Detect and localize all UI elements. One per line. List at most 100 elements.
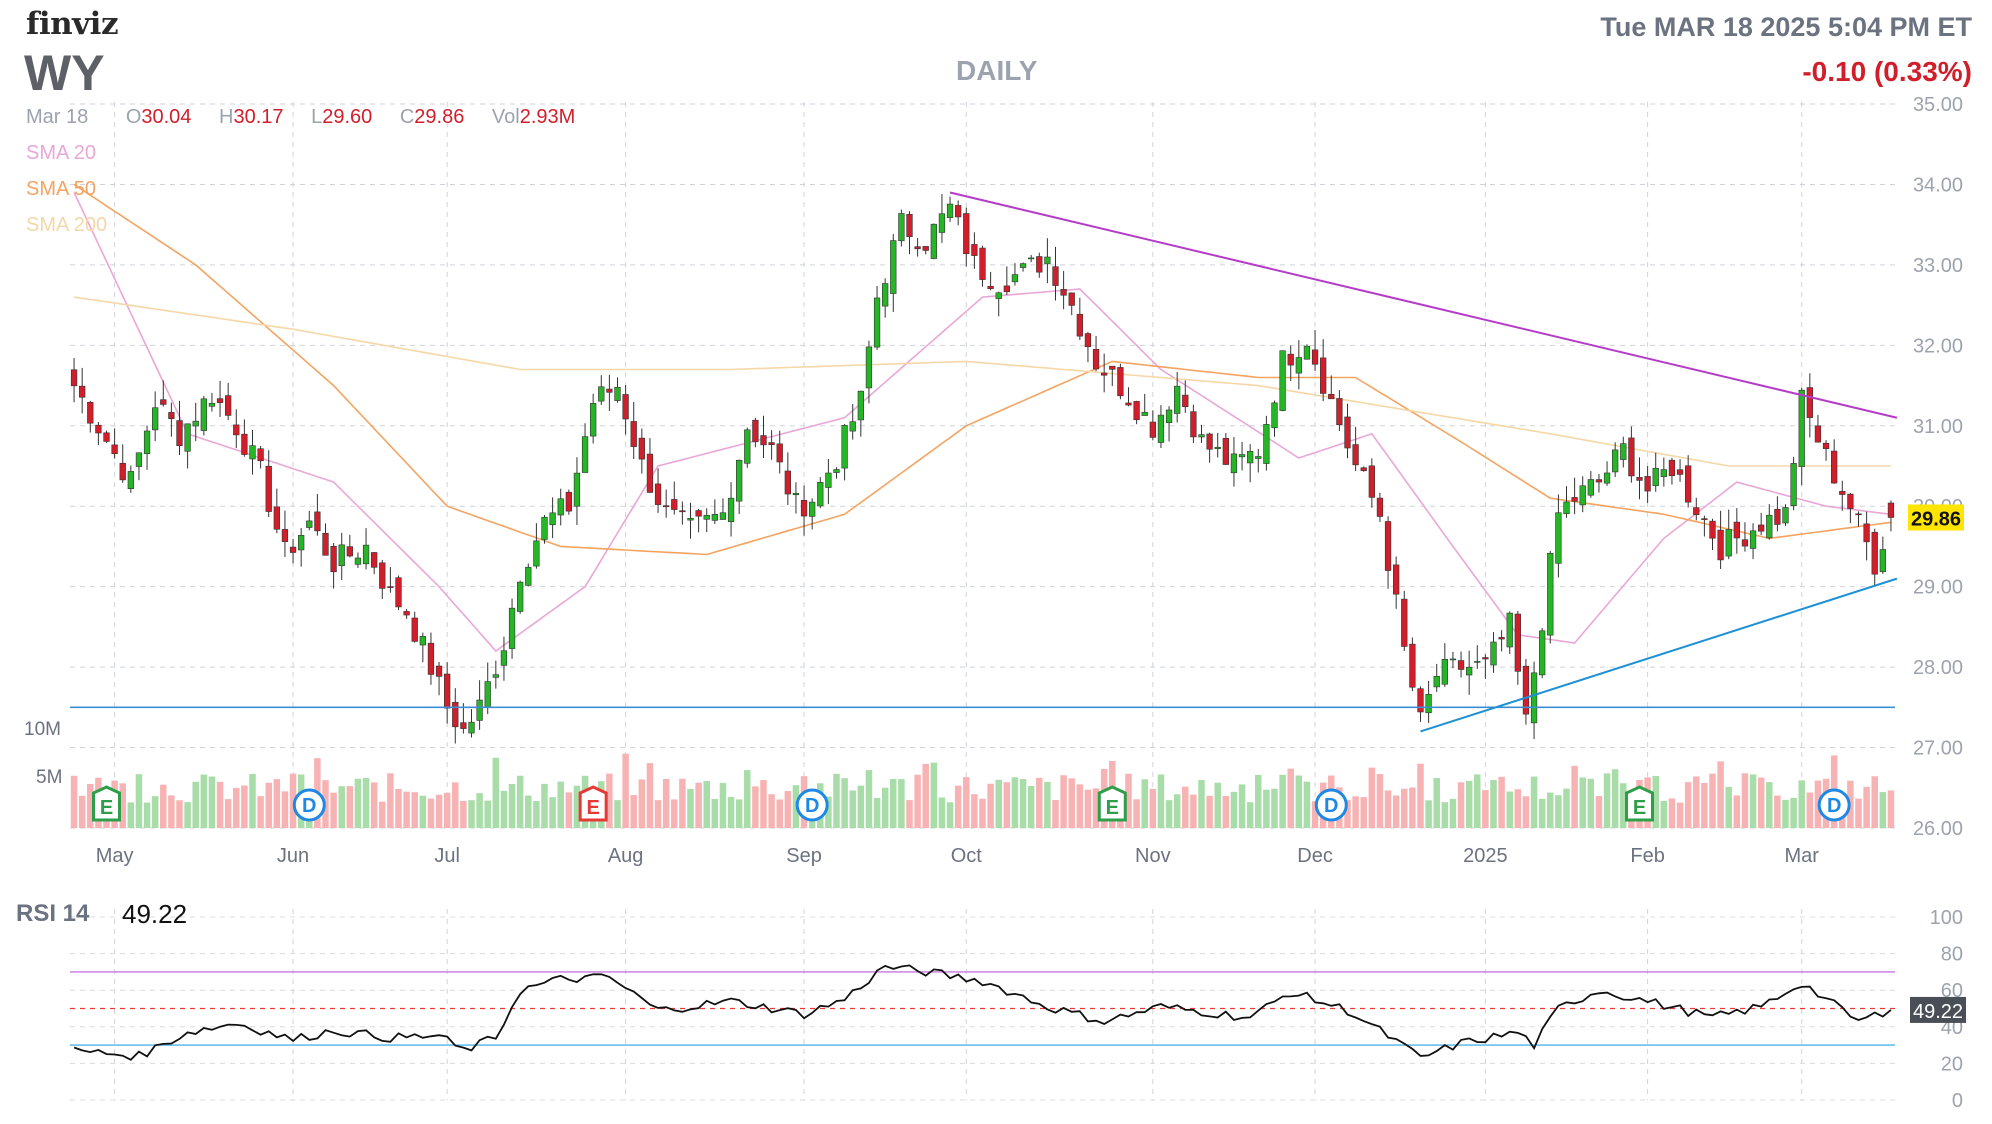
volume-bar [654,800,662,828]
month-label: Mar [1784,845,1819,867]
volume-bar [1173,794,1181,828]
candle-body [435,665,443,677]
volume-bar [881,787,889,828]
dividend-marker-label: D [302,795,316,817]
candle-body [1466,666,1473,676]
candle-body [1887,502,1895,518]
candle-body [736,459,743,502]
volume-bar [679,778,686,828]
candle-body [1660,469,1667,477]
volume-bar [1036,777,1043,828]
candle-body [817,482,824,507]
rsi-value: 49.22 [122,899,188,929]
close-value: 29.86 [414,106,465,128]
candle-body [1028,257,1035,260]
month-label: Feb [1630,845,1664,867]
candle-body [152,407,159,431]
candle-body [760,435,767,446]
upper-trendline [949,191,1898,419]
rsi-label[interactable]: RSI 14 [16,900,90,927]
candle-body [1044,256,1051,265]
volume-bar [508,784,516,828]
volume-bar [1871,776,1878,828]
candle-body [103,432,110,442]
volume-bar [362,777,370,828]
volume-bar [1019,779,1027,828]
candle-body [1238,454,1246,458]
volume-bar [1133,799,1140,828]
volume-bar [1246,802,1254,828]
candle-body [687,518,694,521]
volume-bar [1587,778,1595,828]
open-label: O [125,106,142,128]
candle-body [1814,425,1822,443]
volume-bar [1725,786,1732,828]
volume-bar [873,797,881,828]
candle-body [1806,387,1813,418]
volume-bar [549,797,556,828]
volume-bar [208,776,216,828]
candle-body [963,213,970,255]
volume-bar [630,795,637,828]
legend-sma20[interactable]: SMA 20 [26,142,97,164]
candle-body [1782,507,1789,524]
volume-bar [857,785,865,828]
candle-body [622,394,629,420]
volume-bar [1295,775,1303,828]
candle-body [208,402,216,407]
volume-bar [1441,802,1449,828]
volume-bar [946,802,954,828]
candle-body [338,544,345,567]
candle-body [1693,507,1700,515]
volume-bar [1595,796,1603,828]
candle-body [1741,539,1749,547]
candle-body [411,617,418,642]
candle-body [135,452,143,467]
volume-bar [1368,767,1376,828]
candle-body [379,562,386,589]
trend-lines [70,191,1898,733]
volume-bar [1668,798,1676,828]
candle-body [127,471,134,490]
candle-body [1717,529,1724,561]
finviz-logo[interactable]: finviz [26,6,119,42]
candle-body [314,511,321,532]
close-label: C [399,106,415,128]
candle-body [1328,393,1335,400]
candle-body [1879,549,1886,573]
volume-bar [906,800,913,828]
volume-bar [1409,787,1416,828]
rsi-value-badge [1910,996,1966,1023]
sma-line-sma20 [73,192,1891,653]
ticker-symbol: WY [24,45,105,101]
volume-bar [1060,775,1067,828]
candle-body [265,465,272,512]
candle-body [1522,665,1530,715]
volume-bar [930,762,938,828]
month-label: Oct [951,845,983,867]
legend-sma50[interactable]: SMA 50 [26,178,97,200]
price-tick-label: 33.00 [1913,255,1963,277]
candle-body [1295,357,1302,374]
volume-bar [1741,773,1749,828]
candle-body [792,493,800,496]
sma-line-sma50 [73,183,1892,556]
volume-bar [1352,796,1359,828]
volume-bar [922,763,929,828]
candle-body [1409,643,1416,688]
volume-bar [427,798,435,828]
candle-body [200,398,207,431]
volume-bar [127,802,135,828]
candle-body [1174,385,1181,414]
volume-bar [330,792,337,828]
legend-sma200[interactable]: SMA 200 [26,214,108,236]
volume-bar [1538,798,1546,828]
volume-bar [1222,795,1230,828]
volume-bar [768,794,775,828]
candle-body [1831,450,1838,484]
timeframe-label[interactable]: DAILY [956,55,1038,86]
candle-body [1157,414,1165,443]
candle-body [492,674,499,678]
candle-body [1725,529,1732,557]
volume-bar [1522,796,1530,828]
